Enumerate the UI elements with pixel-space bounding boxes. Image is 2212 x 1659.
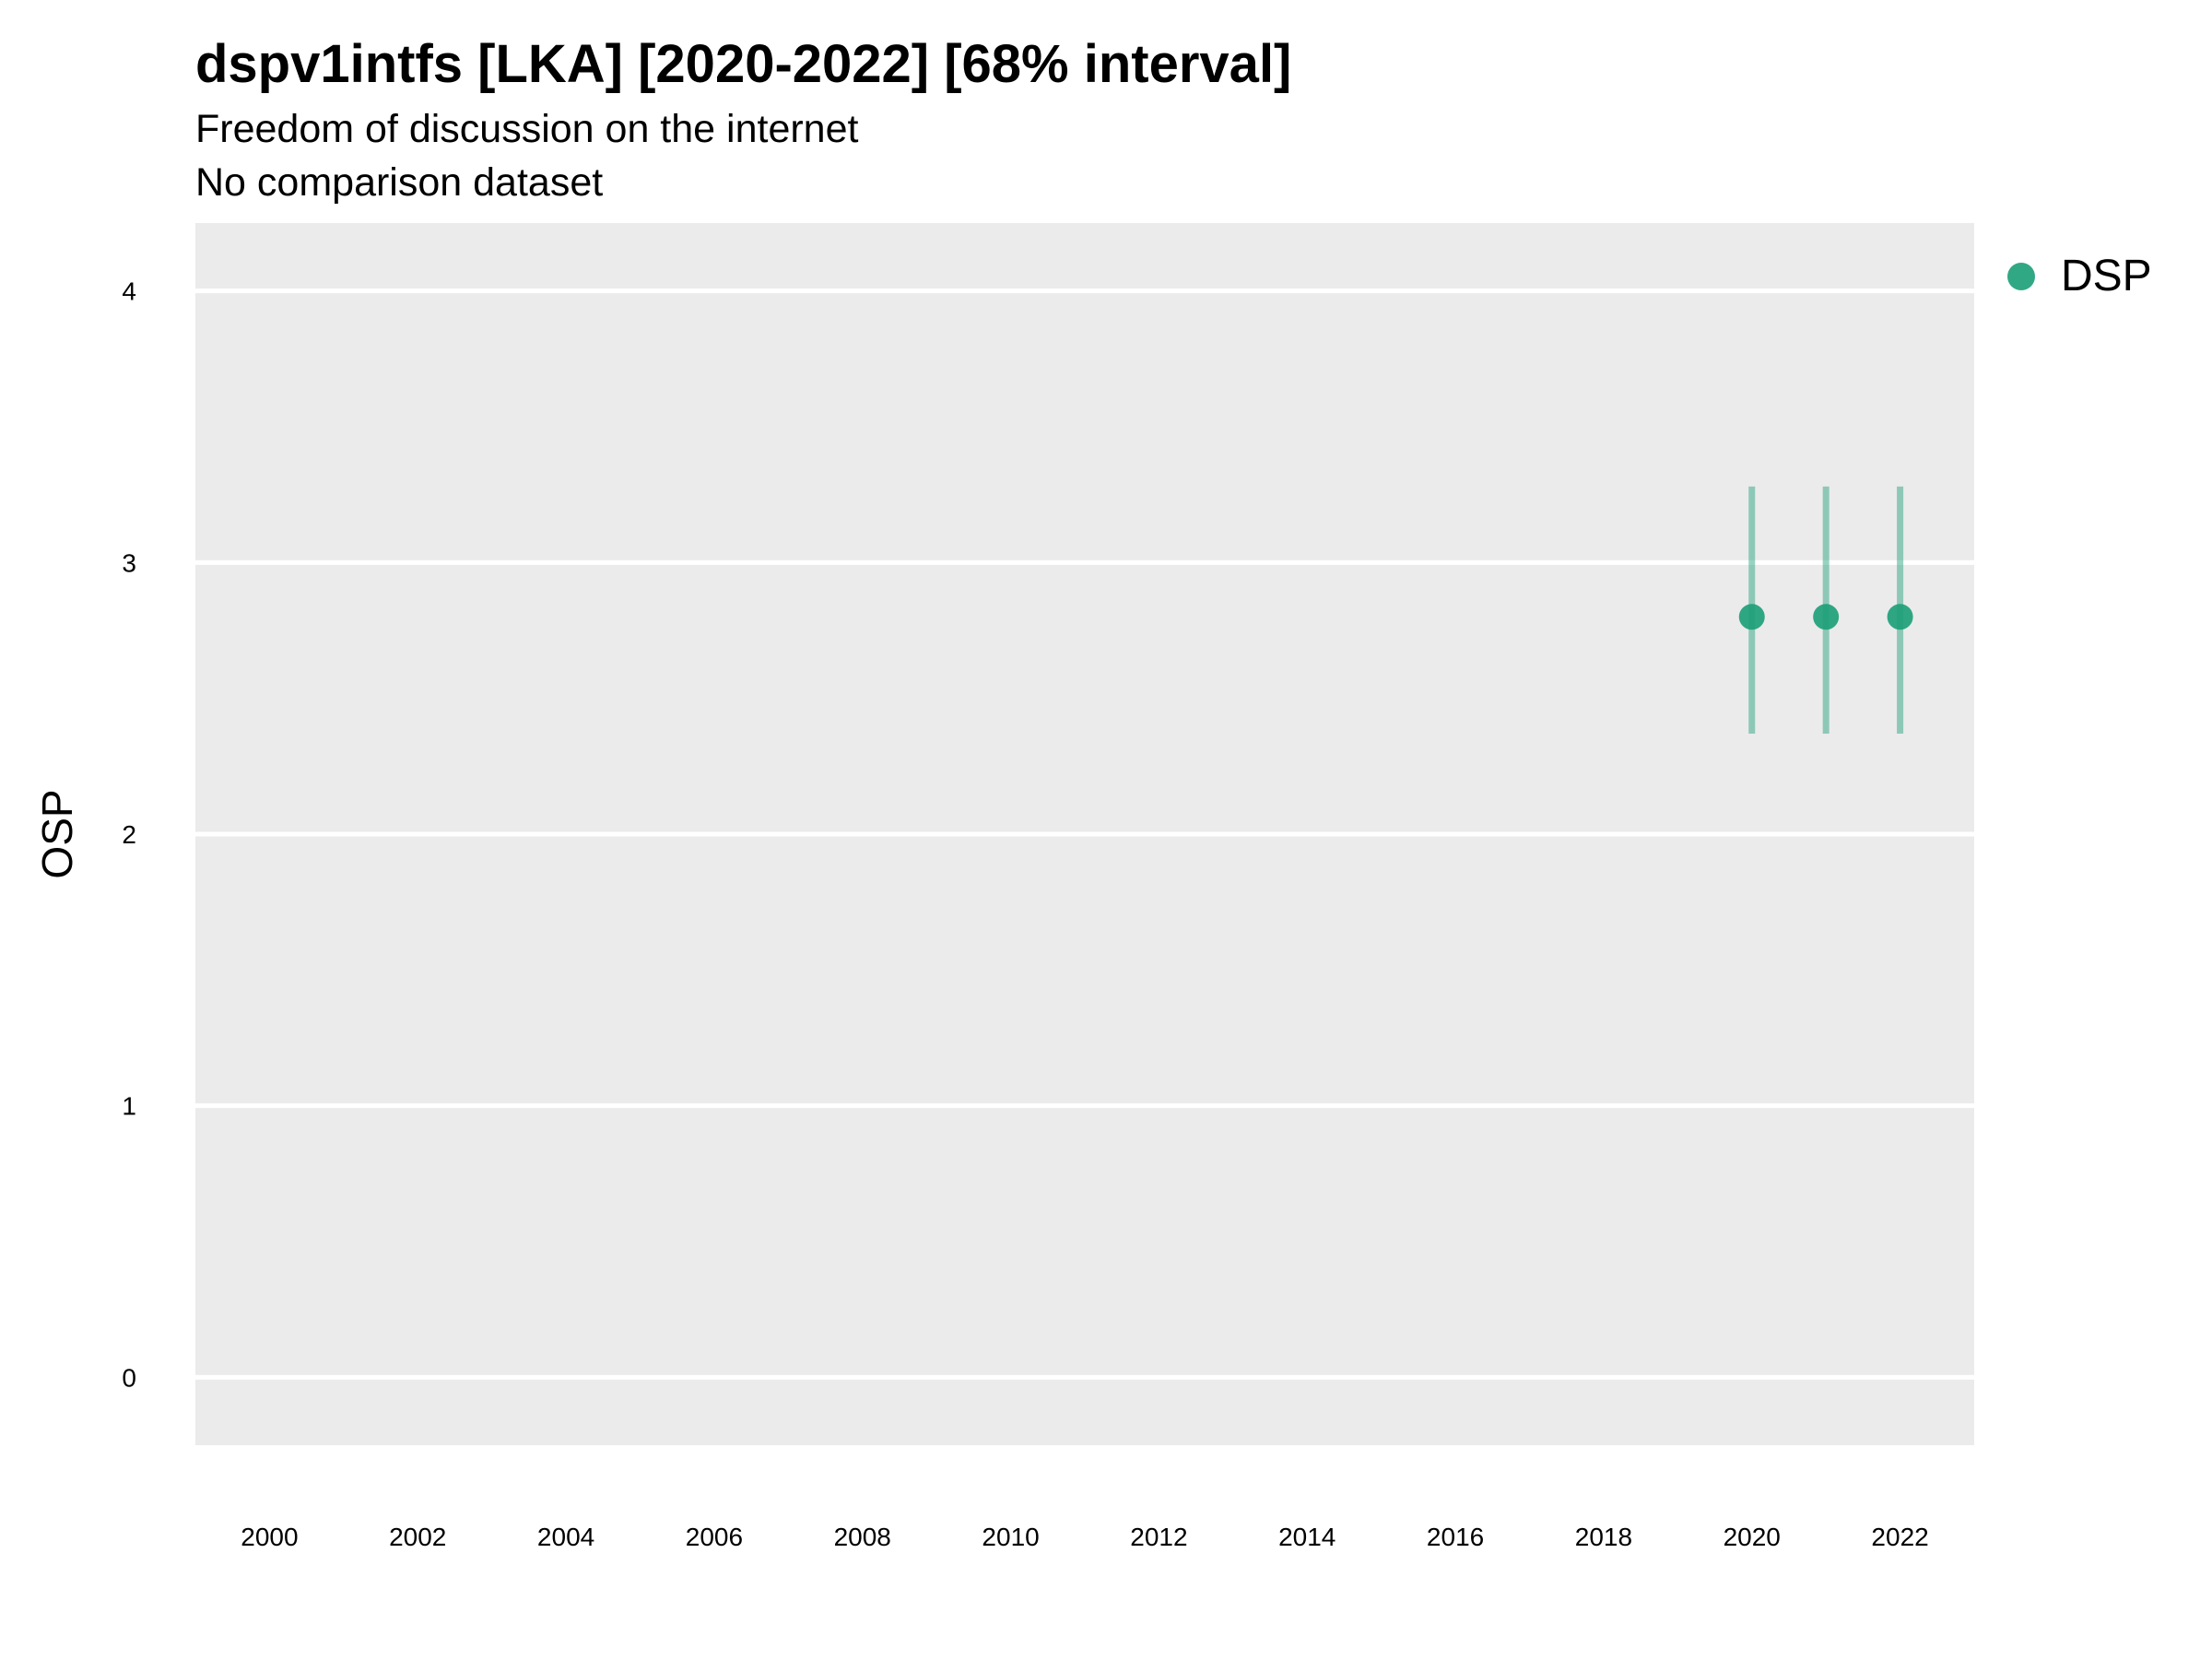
x-tick-label-2014: 2014 — [1278, 1523, 1335, 1551]
gridlines — [195, 288, 1974, 1380]
y-tick-label-3: 3 — [122, 548, 136, 577]
data-point-2020 — [1738, 604, 1765, 630]
y-axis-ticks: 0 1 2 3 4 — [122, 277, 136, 1393]
x-tick-label-2008: 2008 — [834, 1523, 891, 1551]
data-point-2022 — [1887, 604, 1913, 630]
x-tick-label-2000: 2000 — [241, 1523, 298, 1551]
y-tick-label-2: 2 — [122, 820, 136, 849]
data-marks — [1738, 486, 1913, 734]
x-tick-label-2006: 2006 — [686, 1523, 743, 1551]
x-axis-ticks: 2000 2002 2004 2006 2008 2010 2012 2014 2016 2018… — [241, 1523, 1928, 1551]
x-tick-label-2020: 2020 — [1724, 1523, 1781, 1551]
y-axis-label: OSP — [33, 789, 81, 878]
chart-title: dspv1intfs [LKA] [2020-2022] [68% interv… — [195, 34, 1292, 94]
legend: DSP — [2007, 251, 2152, 301]
x-tick-label-2004: 2004 — [537, 1523, 594, 1551]
chart-caption: No comparison dataset — [195, 160, 604, 205]
chart-subtitle: Freedom of discussion on the internet — [195, 107, 859, 151]
x-tick-label-2022: 2022 — [1871, 1523, 1928, 1551]
y-tick-label-4: 4 — [122, 277, 136, 306]
legend-label-dsp: DSP — [2061, 252, 2152, 300]
x-tick-label-2016: 2016 — [1427, 1523, 1484, 1551]
x-tick-label-2018: 2018 — [1575, 1523, 1632, 1551]
x-tick-label-2012: 2012 — [1130, 1523, 1187, 1551]
x-tick-label-2010: 2010 — [982, 1523, 1039, 1551]
data-point-2021 — [1813, 604, 1840, 630]
y-tick-label-1: 1 — [122, 1092, 136, 1121]
y-tick-label-0: 0 — [122, 1363, 136, 1392]
legend-key-dsp — [2007, 262, 2035, 290]
x-tick-label-2002: 2002 — [389, 1523, 446, 1551]
